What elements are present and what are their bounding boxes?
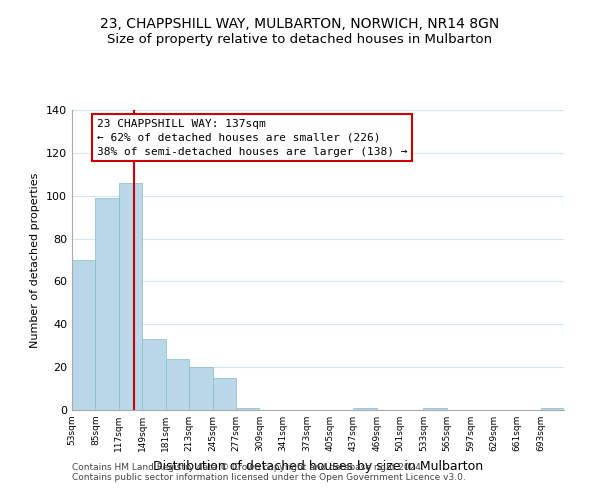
Bar [119, 183, 142, 410]
Bar [212, 378, 236, 410]
Bar [95, 198, 119, 410]
Bar [541, 408, 564, 410]
Bar [166, 358, 189, 410]
Bar [424, 408, 447, 410]
Bar [142, 340, 166, 410]
Bar [189, 367, 212, 410]
X-axis label: Distribution of detached houses by size in Mulbarton: Distribution of detached houses by size … [153, 460, 483, 472]
Bar [236, 408, 259, 410]
Text: Contains public sector information licensed under the Open Government Licence v3: Contains public sector information licen… [72, 474, 466, 482]
Bar [72, 260, 95, 410]
Y-axis label: Number of detached properties: Number of detached properties [31, 172, 40, 348]
Bar [353, 408, 377, 410]
Text: 23 CHAPPSHILL WAY: 137sqm
← 62% of detached houses are smaller (226)
38% of semi: 23 CHAPPSHILL WAY: 137sqm ← 62% of detac… [97, 118, 407, 156]
Text: Size of property relative to detached houses in Mulbarton: Size of property relative to detached ho… [107, 32, 493, 46]
Text: 23, CHAPPSHILL WAY, MULBARTON, NORWICH, NR14 8GN: 23, CHAPPSHILL WAY, MULBARTON, NORWICH, … [100, 18, 500, 32]
Text: Contains HM Land Registry data © Crown copyright and database right 2024.: Contains HM Land Registry data © Crown c… [72, 464, 424, 472]
